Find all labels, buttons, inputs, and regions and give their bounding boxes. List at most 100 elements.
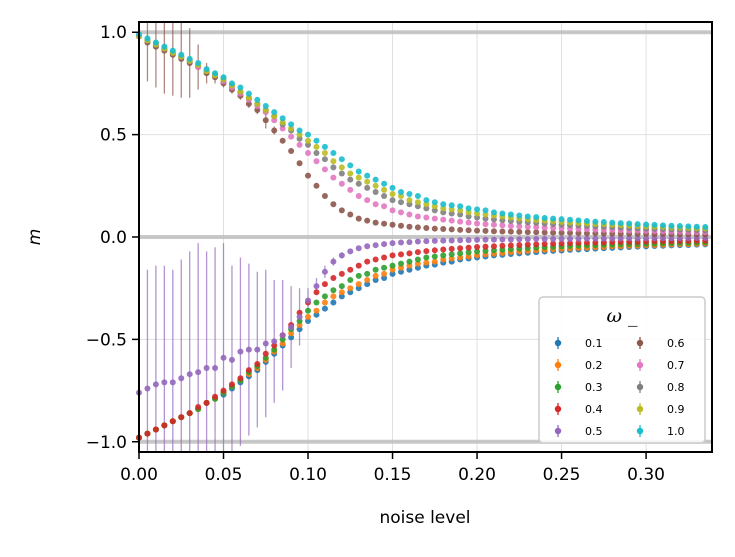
data-point — [152, 39, 159, 46]
data-point — [406, 197, 413, 204]
data-point — [457, 245, 464, 252]
data-point — [237, 84, 244, 91]
data-point — [482, 207, 489, 214]
data-point — [245, 90, 252, 97]
data-point — [338, 164, 345, 171]
legend-item-0.7: 0.7 — [636, 359, 685, 372]
data-point — [330, 150, 337, 157]
data-point — [228, 356, 235, 363]
data-point — [524, 223, 531, 230]
data-point — [389, 197, 396, 204]
data-point — [507, 242, 514, 249]
legend-item-0.8: 0.8 — [636, 381, 685, 394]
data-point — [195, 59, 202, 66]
data-point — [321, 150, 328, 157]
data-point — [423, 238, 430, 245]
data-point — [440, 216, 447, 223]
data-point — [533, 229, 540, 236]
data-point — [364, 270, 371, 277]
data-point — [397, 188, 404, 195]
legend-title: ω _ — [606, 305, 638, 327]
data-point — [600, 235, 607, 242]
data-point — [245, 367, 252, 374]
data-point — [575, 235, 582, 242]
data-point — [279, 115, 286, 122]
data-point — [364, 178, 371, 185]
data-point — [406, 223, 413, 230]
data-point — [321, 293, 328, 300]
data-point — [389, 191, 396, 197]
x-tick-label: 0.00 — [120, 465, 158, 485]
data-point — [330, 274, 337, 281]
data-point — [338, 207, 345, 214]
data-point — [499, 242, 506, 249]
data-point — [305, 137, 312, 144]
data-point — [364, 197, 371, 204]
data-point — [676, 222, 683, 229]
data-point — [423, 224, 430, 231]
data-point — [685, 223, 692, 230]
data-point — [490, 209, 497, 216]
data-point — [372, 188, 379, 195]
data-point — [465, 205, 472, 212]
data-point — [169, 379, 176, 386]
y-axis-label: m — [25, 229, 45, 246]
data-point — [406, 211, 413, 218]
data-point — [541, 214, 548, 221]
data-point — [389, 252, 396, 259]
data-point — [313, 137, 320, 144]
data-point — [567, 229, 574, 236]
data-point — [507, 228, 514, 235]
data-point — [169, 47, 176, 54]
data-point — [516, 223, 523, 230]
data-point — [355, 174, 362, 181]
data-point — [541, 240, 548, 247]
data-point — [524, 229, 531, 236]
legend-label: 1.0 — [667, 425, 685, 438]
data-point — [144, 35, 151, 42]
data-point — [381, 203, 388, 210]
data-point — [414, 193, 421, 200]
data-point — [347, 170, 354, 177]
data-point — [288, 324, 295, 331]
x-tick-label: 0.20 — [458, 465, 496, 485]
data-point — [355, 245, 362, 252]
data-point — [397, 260, 404, 267]
data-point — [651, 221, 658, 228]
data-point — [271, 109, 278, 116]
data-point — [338, 180, 345, 187]
data-point — [550, 240, 557, 247]
data-point — [431, 199, 438, 206]
series-0.3 — [136, 239, 709, 441]
x-tick-label: 0.25 — [543, 465, 581, 485]
data-point — [313, 158, 320, 165]
x-tick-label: 0.05 — [205, 465, 243, 485]
data-point — [406, 239, 413, 246]
data-point — [643, 221, 650, 228]
data-point — [397, 209, 404, 216]
x-axis-label: noise level — [379, 508, 470, 528]
data-point — [465, 227, 472, 234]
data-point — [338, 156, 345, 163]
data-point — [381, 186, 388, 193]
data-point — [237, 375, 244, 382]
data-point — [507, 236, 514, 243]
data-point — [338, 252, 345, 259]
data-point — [474, 220, 481, 227]
data-point — [414, 199, 421, 206]
data-point — [414, 238, 421, 245]
data-point — [541, 236, 548, 243]
data-point — [457, 226, 464, 233]
series-1.0 — [136, 31, 709, 230]
data-point — [186, 371, 193, 378]
data-point — [338, 170, 345, 177]
data-point — [431, 253, 438, 260]
data-point — [372, 201, 379, 208]
data-point — [347, 176, 354, 183]
data-point — [305, 297, 312, 304]
data-point — [203, 365, 210, 372]
data-point — [423, 248, 430, 255]
data-point — [254, 346, 261, 353]
data-point — [364, 277, 371, 283]
legend-label: 0.2 — [585, 359, 603, 372]
